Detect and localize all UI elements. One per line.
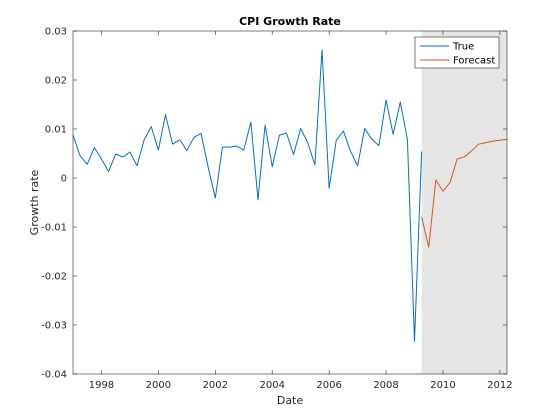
x-tick-label: 2000 [146,380,171,391]
legend-label-forecast: Forecast [453,56,495,67]
legend: True Forecast [414,36,500,69]
x-tick-label: 2012 [487,380,512,391]
y-tick-label: 0.03 [45,27,67,38]
x-tick-label: 2004 [259,380,284,391]
x-tick-label: 2006 [316,380,341,391]
y-tick-label: 0 [61,174,67,185]
legend-label-true: True [452,42,474,53]
y-axis-ticks: -0.04 -0.03 -0.02 -0.01 0 0.01 0.02 0.03 [41,27,507,381]
forecast-region-shading [421,31,507,374]
x-tick-label: 2002 [203,380,228,391]
y-tick-label: -0.03 [41,321,67,332]
legend-box [414,36,500,69]
y-tick-label: 0.02 [45,76,67,87]
y-tick-label: -0.04 [41,370,67,381]
x-tick-label: 2010 [430,380,455,391]
x-axis-label: Date [277,394,304,407]
chart-title: CPI Growth Rate [239,15,341,28]
x-tick-label: 1998 [89,380,114,391]
x-tick-label: 2008 [373,380,398,391]
y-tick-label: -0.01 [41,223,67,234]
series-line-forecast [421,138,508,248]
plot-frame [72,30,508,375]
x-axis-ticks: 1998 2000 2002 2004 2006 2008 2010 2012 [89,31,513,391]
y-axis-label: Growth rate [28,169,41,235]
y-tick-label: -0.02 [41,272,67,283]
y-tick-label: 0.01 [45,125,67,136]
series-layer [72,49,508,342]
series-line-true [72,49,423,342]
